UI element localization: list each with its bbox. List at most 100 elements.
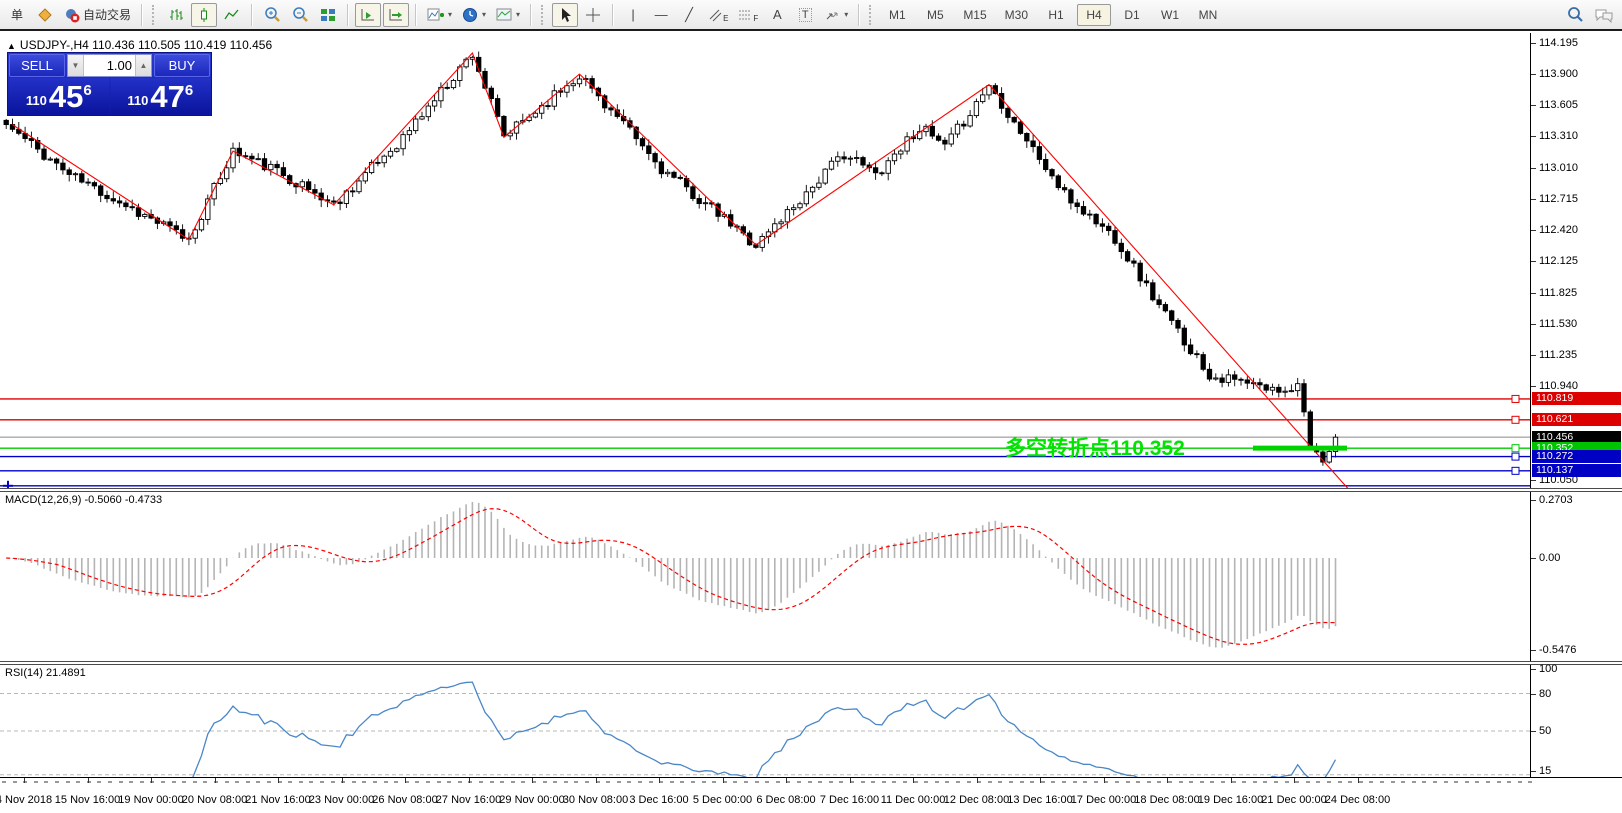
search-icon: [1566, 6, 1584, 24]
macd-axis[interactable]: 0.2703 0.00 -0.5476: [1530, 492, 1622, 661]
channel-icon: [708, 8, 722, 22]
fibonacci-tool-button[interactable]: F: [734, 3, 762, 27]
date-label: 27 Nov 16:00: [435, 794, 502, 806]
timeframe-button-m15[interactable]: M15: [956, 4, 993, 26]
bar-chart-type-button[interactable]: [163, 3, 189, 27]
date-label: 30 Nov 08:00: [562, 794, 629, 806]
chat-button[interactable]: [1590, 3, 1618, 27]
timeframe-button-mn[interactable]: MN: [1191, 4, 1225, 26]
timeframe-button-m30[interactable]: M30: [998, 4, 1035, 26]
arrows-tool-button[interactable]: ▾: [820, 3, 852, 27]
indicators-button[interactable]: ▾: [423, 3, 456, 27]
crosshair-button[interactable]: [580, 3, 606, 27]
price-tick: 113.900: [1539, 68, 1578, 81]
fibonacci-sub-label: F: [753, 14, 759, 23]
toolbar-grip: [152, 4, 158, 25]
line-chart-type-button[interactable]: [219, 3, 245, 27]
timeframe-group: M1 M5 M15 M30 H1 H4 D1 W1 MN: [880, 3, 1225, 26]
templates-button[interactable]: ▾: [492, 3, 524, 27]
new-order-button[interactable]: 单: [4, 3, 30, 27]
date-label: 7 Dec 16:00: [819, 794, 880, 806]
text-tool-icon: A: [772, 7, 782, 22]
price-tag-110.137: 110.137: [1532, 464, 1621, 478]
window-separator[interactable]: [0, 661, 1622, 665]
zoom-in-button[interactable]: [259, 3, 285, 27]
date-label: 6 Dec 08:00: [756, 794, 816, 806]
horizontal-line-tool-button[interactable]: —: [648, 3, 674, 27]
window-separator[interactable]: [0, 488, 1622, 492]
time-axis[interactable]: 4 Nov 2018 15 Nov 16:00 19 Nov 00:00 20 Nov…: [0, 777, 1622, 813]
trendline-tool-button[interactable]: ╱: [676, 3, 702, 27]
arrows-dropdown-caret: ▾: [844, 10, 849, 19]
cursor-button[interactable]: [552, 2, 579, 27]
timeframe-button-h1[interactable]: H1: [1039, 4, 1073, 26]
timeframe-button-m1[interactable]: M1: [880, 4, 914, 26]
candlestick-chart-type-button[interactable]: [191, 2, 218, 27]
sell-price-prefix: 110: [25, 93, 47, 108]
chart-shift-button[interactable]: [355, 2, 382, 27]
sell-button[interactable]: SELL: [9, 54, 65, 77]
pivot-annotation[interactable]: 多空转折点110.352: [1005, 436, 1185, 460]
chart-title-text: USDJPY-,H4 110.436 110.505 110.419 110.4…: [19, 38, 273, 52]
buy-button[interactable]: BUY: [154, 54, 210, 77]
rsi-tick: 80: [1539, 687, 1552, 700]
hline-handle[interactable]: [1511, 466, 1520, 475]
timeframe-button-w1[interactable]: W1: [1153, 4, 1187, 26]
macd-tick: -0.5476: [1539, 644, 1577, 656]
macd-canvas[interactable]: [0, 492, 1530, 661]
volume-decrease-button[interactable]: ▼: [68, 55, 84, 76]
rsi-tick: 50: [1539, 725, 1552, 737]
macd-panel: MACD(12,26,9) -0.5060 -0.4733 0.2703 0.00…: [0, 492, 1622, 661]
fibonacci-icon: [738, 8, 752, 22]
timeframe-button-m5[interactable]: M5: [918, 4, 952, 26]
buy-price[interactable]: 110 47 6: [110, 78, 210, 114]
rsi-canvas[interactable]: [0, 665, 1530, 777]
hline-handle[interactable]: [1511, 394, 1520, 403]
template-icon: [496, 7, 512, 23]
text-tool-button[interactable]: A: [764, 3, 790, 27]
price-axis[interactable]: 114.195 113.900 113.605 113.310 113.010 112.7…: [1530, 33, 1622, 488]
clock-icon: [462, 7, 478, 23]
autotrading-button[interactable]: 自动交易: [60, 3, 135, 27]
date-label: 5 Dec 00:00: [692, 794, 753, 806]
chart-window-button[interactable]: [32, 3, 58, 27]
hline-handle[interactable]: [1511, 452, 1520, 461]
date-label: 18 Dec 08:00: [1134, 794, 1200, 806]
periods-button[interactable]: ▾: [458, 3, 490, 27]
rsi-axis[interactable]: 100 80 50 15: [1530, 663, 1622, 777]
auto-scroll-button[interactable]: [383, 2, 410, 27]
toolbar-grip: [869, 4, 875, 25]
tile-windows-icon: [320, 7, 336, 23]
search-button[interactable]: [1562, 3, 1588, 27]
volume-increase-button[interactable]: ▲: [135, 55, 151, 76]
zigzag-line[interactable]: [12, 51, 1355, 488]
vertical-line-icon: |: [631, 7, 635, 22]
periods-dropdown-caret: ▾: [482, 10, 487, 19]
hline-handle[interactable]: [1511, 444, 1520, 453]
new-order-label: 单: [10, 8, 23, 22]
sell-price[interactable]: 110 45 6: [9, 78, 109, 114]
volume-input[interactable]: [84, 55, 135, 76]
date-label: 21 Dec 00:00: [1261, 794, 1327, 806]
rsi-panel: RSI(14) 21.4891 100 80 50 15: [0, 663, 1622, 777]
toolbar-separator: [415, 3, 418, 26]
text-label-tool-button[interactable]: T: [792, 3, 818, 27]
tile-windows-button[interactable]: [315, 3, 341, 27]
hline-handle[interactable]: [1511, 415, 1520, 424]
text-label-icon: T: [798, 7, 812, 22]
equidistant-channel-tool-button[interactable]: E: [704, 3, 732, 27]
toolbar-separator: [530, 3, 533, 26]
date-label: 15 Nov 16:00: [54, 794, 121, 806]
zoom-out-button[interactable]: [287, 3, 313, 27]
timeframe-button-h4[interactable]: H4: [1077, 3, 1111, 26]
buy-price-pipette: 6: [184, 82, 194, 99]
sell-price-big: 45: [48, 79, 84, 114]
timeframe-button-d1[interactable]: D1: [1115, 4, 1149, 26]
chat-icon: [1594, 7, 1614, 23]
vertical-line-tool-button[interactable]: |: [620, 3, 646, 27]
main-chart-canvas[interactable]: 多空转折点110.352: [0, 33, 1530, 488]
date-label: 11 Dec 00:00: [880, 794, 946, 806]
toolbar-separator: [612, 3, 615, 26]
